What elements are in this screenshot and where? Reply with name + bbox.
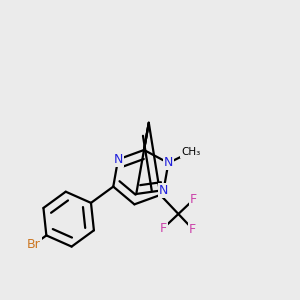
Text: F: F xyxy=(160,222,167,235)
Text: N: N xyxy=(113,153,123,166)
Text: N: N xyxy=(164,157,173,169)
Text: F: F xyxy=(189,223,196,236)
Text: Br: Br xyxy=(27,238,41,251)
Text: N: N xyxy=(159,184,168,196)
Text: CH₃: CH₃ xyxy=(181,147,200,157)
Text: F: F xyxy=(190,193,197,206)
